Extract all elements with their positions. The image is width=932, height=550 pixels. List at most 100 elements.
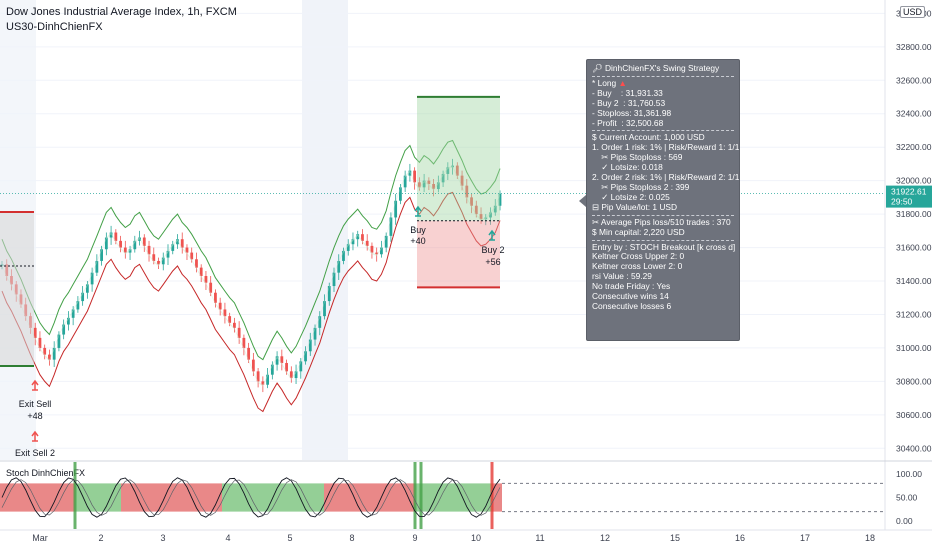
candle-body (95, 260, 99, 273)
candle-body (180, 239, 184, 248)
candle-body (465, 185, 469, 198)
info-wins: Consecutive wins 14 (592, 291, 669, 302)
magnifier-icon: 🔎︎ (592, 63, 603, 73)
candle-body (408, 170, 412, 176)
time-tick: 2 (98, 533, 103, 543)
info-separator (592, 239, 734, 241)
info-no-trade: No trade Friday : Yes (592, 281, 671, 292)
candle-body (346, 244, 350, 251)
candle-body (299, 361, 303, 372)
candle-body (474, 205, 478, 215)
candle-body (460, 175, 464, 186)
info-buy2: - Buy 2 : 31,760.53 (592, 97, 666, 108)
info-kelt-lower: Keltner cross Lower 2: 0 (592, 261, 683, 272)
candle-body (470, 197, 473, 206)
candle-body (209, 282, 213, 293)
candle-body (417, 182, 421, 188)
candle-body (342, 250, 345, 261)
info-entry: Entry by : STOCH Breakout [k cross d] (592, 241, 736, 252)
stoch-zone (324, 483, 415, 512)
candle-body (85, 284, 89, 293)
candle-body (399, 187, 402, 201)
candle-body (71, 309, 75, 318)
candle-body (446, 167, 450, 174)
candle-body (228, 316, 232, 323)
candle-body (294, 371, 298, 379)
candle-body (204, 276, 208, 283)
exit-sell-value: +48 (27, 411, 42, 421)
candle-body (413, 170, 417, 183)
info-order2-pips: ✂ Pips Stoploss 2 : 399 (592, 181, 690, 192)
price-tick: 32400.00 (896, 109, 932, 119)
candle-body (361, 234, 364, 241)
candle-body (365, 240, 369, 246)
info-kelt-upper: Keltner Cross Upper 2: 0 (592, 251, 685, 262)
candle-body (128, 249, 132, 253)
candle-body (142, 237, 146, 246)
time-tick: 4 (225, 533, 230, 543)
candle-body (242, 337, 246, 348)
indicator-name: Stoch DinhChienFX (6, 468, 85, 478)
price-tick: 30400.00 (896, 443, 932, 453)
candle-body (394, 200, 398, 218)
candle-body (157, 260, 160, 265)
info-pip-value: ⊟ Pip Value/lot: 1 USD (592, 201, 678, 212)
time-tick: 8 (349, 533, 354, 543)
candle-body (441, 173, 445, 183)
time-tick: 5 (287, 533, 292, 543)
candle-body (323, 301, 326, 317)
candle-body (479, 214, 483, 220)
time-tick: 16 (735, 533, 745, 543)
current-price-badge (886, 185, 932, 208)
warning-icon: ▲ (618, 77, 627, 88)
price-tick: 31800.00 (896, 209, 932, 219)
candle-body (161, 257, 165, 265)
price-tick: 31600.00 (896, 243, 932, 253)
candle-body (152, 254, 156, 261)
candle-body (484, 217, 488, 220)
candle-body (266, 374, 269, 385)
info-buy: - Buy : 31,931.33 (592, 87, 663, 98)
info-box-pointer (579, 195, 586, 207)
candle-body (81, 292, 85, 302)
candle-body (138, 237, 141, 241)
candle-body (171, 244, 175, 251)
info-separator (592, 214, 734, 216)
candle-body (100, 249, 103, 261)
price-tick: 32600.00 (896, 75, 932, 85)
candle-body (76, 301, 80, 310)
candle-body (247, 347, 251, 360)
candle-body (190, 252, 194, 260)
currency-badge[interactable]: USD (900, 6, 926, 18)
candle-body (62, 324, 66, 335)
indicator-tick: 100.00 (896, 469, 922, 479)
candle-body (351, 239, 355, 245)
exit-sell-2-arrow (31, 430, 39, 442)
stoch-zone (75, 483, 121, 512)
candle-body (133, 240, 137, 250)
strategy-name: US30-DinhChienFX (6, 21, 103, 33)
candle-body (199, 267, 203, 276)
signal-bar (73, 462, 77, 529)
info-separator (592, 130, 734, 132)
candle-body (195, 259, 198, 268)
time-tick: 3 (160, 533, 165, 543)
candle-body (380, 247, 383, 255)
time-tick: Mar (32, 533, 48, 543)
candle-body (327, 286, 331, 302)
buy-2-label: Buy 2 (481, 245, 504, 255)
candle-body (57, 334, 61, 348)
candle-body (185, 247, 189, 253)
info-order1: 1. Order 1 risk: 1% | Risk/Reward 1: 1/1 (592, 142, 740, 153)
signal-bar (490, 462, 494, 529)
candle-body (147, 245, 151, 255)
info-side: * Long (592, 77, 617, 88)
candle-body (223, 309, 227, 317)
info-stoploss: - Stoploss: 31,361.98 (592, 107, 672, 118)
time-tick: 9 (412, 533, 417, 543)
buy-2-arrow (488, 229, 496, 241)
candle-body (498, 193, 502, 206)
profit-zone (417, 96, 500, 221)
info-losses: Consecutive losses 6 (592, 300, 672, 311)
